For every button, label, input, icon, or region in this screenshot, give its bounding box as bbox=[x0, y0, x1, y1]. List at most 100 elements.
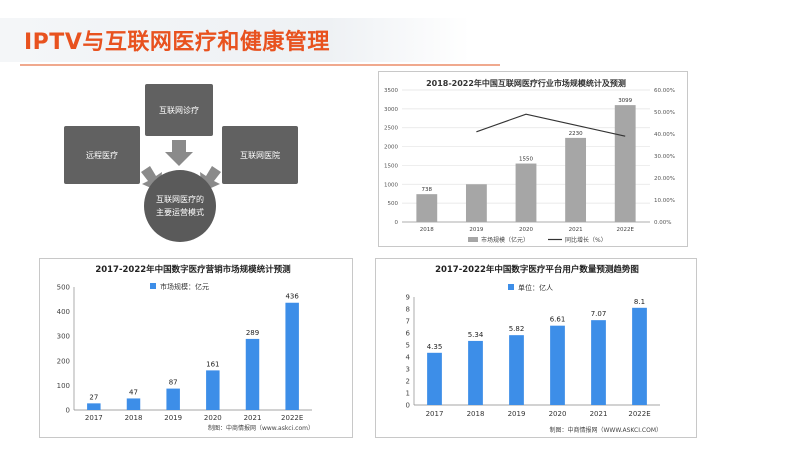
chart1-y-tick: 3000 bbox=[384, 107, 398, 113]
chart3-bar bbox=[591, 320, 606, 405]
chart1-data-label: 3099 bbox=[618, 98, 632, 104]
chart2-x-tick: 2017 bbox=[85, 414, 103, 422]
chart1-x-tick: 2019 bbox=[469, 227, 483, 233]
diagram-node-left: 远程医疗 bbox=[64, 126, 140, 184]
chart1-x-tick: 2021 bbox=[569, 227, 583, 233]
chart2-data-label: 161 bbox=[206, 360, 219, 368]
chart1-growth-line bbox=[476, 113, 626, 137]
chart2-data-label: 436 bbox=[285, 293, 299, 301]
diagram-center-line1: 互联网医疗的 bbox=[156, 195, 204, 204]
diagram-node-right-label: 互联网医院 bbox=[240, 150, 280, 160]
chart3-data-label: 5.82 bbox=[509, 325, 525, 333]
chart3-y-tick: 4 bbox=[406, 354, 411, 362]
chart1-y-tick: 0 bbox=[395, 220, 399, 226]
chart1-y2-tick: 60.00% bbox=[654, 88, 675, 94]
diagram-node-right: 互联网医院 bbox=[222, 126, 298, 184]
chart1-bar bbox=[465, 184, 487, 222]
chart2-source: 制图：中商情报网（www.askci.com） bbox=[208, 424, 314, 432]
arrow-down bbox=[165, 140, 193, 166]
chart1-x-tick: 2020 bbox=[519, 227, 533, 233]
chart2-legend-label: 市场规模：亿元 bbox=[160, 282, 209, 291]
chart2-bar bbox=[87, 403, 101, 410]
chart2-data-label: 47 bbox=[129, 388, 138, 396]
chart1-data-label: 738 bbox=[422, 187, 433, 193]
chart1-y-tick: 500 bbox=[388, 201, 399, 207]
chart1-y-tick: 1500 bbox=[384, 163, 398, 169]
chart1-y2-tick: 50.00% bbox=[654, 110, 675, 116]
chart3-data-label: 6.61 bbox=[550, 316, 566, 324]
chart3-legend-label: 单位：亿人 bbox=[518, 283, 553, 292]
chart2-data-label: 289 bbox=[246, 329, 259, 337]
chart3-x-tick: 2022E bbox=[628, 410, 650, 418]
chart3-y-tick: 5 bbox=[406, 342, 410, 350]
chart3-bar bbox=[468, 340, 483, 405]
diagram-node-left-label: 远程医疗 bbox=[86, 150, 118, 160]
diagram-center-line2: 主要运营模式 bbox=[156, 208, 204, 217]
chart1-y2-tick: 0.00% bbox=[654, 220, 671, 226]
chart2-x-tick: 2019 bbox=[164, 414, 182, 422]
chart3-bar bbox=[550, 325, 565, 405]
chart1-bar bbox=[614, 105, 636, 222]
chart1-y2-tick: 40.00% bbox=[654, 132, 675, 138]
chart3-data-label: 4.35 bbox=[427, 343, 443, 351]
chart1-x-tick: 2018 bbox=[420, 227, 434, 233]
chart1-legend-swatch-bar bbox=[468, 237, 478, 242]
chart3-y-tick: 1 bbox=[406, 390, 410, 398]
chart2-x-tick: 2022E bbox=[281, 414, 303, 422]
chart3-y-tick: 6 bbox=[406, 330, 411, 338]
chart2-y-tick: 300 bbox=[57, 333, 70, 341]
chart1-bar bbox=[565, 137, 587, 222]
chart2-bar bbox=[245, 338, 260, 410]
title-band bbox=[0, 18, 470, 62]
chart3-data-label: 7.07 bbox=[591, 310, 607, 318]
chart3-x-tick: 2019 bbox=[508, 410, 526, 418]
chart2-y-tick: 0 bbox=[66, 407, 70, 415]
title-underline bbox=[20, 64, 500, 66]
chart1-bar bbox=[416, 194, 438, 222]
chart3-x-tick: 2021 bbox=[590, 410, 608, 418]
chart3-x-tick: 2020 bbox=[549, 410, 567, 418]
chart1-y2-tick: 10.00% bbox=[654, 198, 675, 204]
chart2-data-label: 87 bbox=[169, 379, 178, 387]
chart1-y-tick: 3500 bbox=[384, 88, 398, 94]
chart1-title: 2018-2022年中国互联网医疗行业市场规模统计及预测 bbox=[426, 78, 626, 88]
chart2-bar bbox=[166, 388, 180, 410]
chart3-data-label: 5.34 bbox=[468, 331, 484, 339]
chart3-bar bbox=[632, 307, 647, 405]
chart2-data-label: 27 bbox=[89, 393, 98, 401]
chart3-data-label: 8.1 bbox=[634, 298, 645, 306]
chart2-x-tick: 2018 bbox=[125, 414, 143, 422]
chart1-y-tick: 2000 bbox=[384, 145, 398, 151]
chart2-y-tick: 200 bbox=[57, 357, 70, 365]
chart2-y-tick: 400 bbox=[57, 308, 70, 316]
chart3-y-tick: 3 bbox=[406, 366, 410, 374]
diagram-center-node: 互联网医疗的 主要运营模式 bbox=[144, 170, 216, 242]
chart3-source: 制图：中商情报网（WWW.ASKCI.COM） bbox=[550, 426, 663, 434]
page-title: IPTV与互联网医疗和健康管理 bbox=[24, 30, 330, 55]
chart3-y-tick: 7 bbox=[406, 318, 410, 326]
chart2-y-tick: 100 bbox=[57, 382, 70, 390]
chart3-y-tick: 9 bbox=[406, 294, 410, 302]
diagram-node-top-label: 互联网诊疗 bbox=[159, 105, 199, 115]
chart3-x-tick: 2017 bbox=[426, 410, 444, 418]
chart3-x-tick: 2018 bbox=[467, 410, 485, 418]
chart1-x-tick: 2022E bbox=[616, 227, 634, 233]
chart2-y-tick: 500 bbox=[57, 284, 70, 292]
chart1-data-label: 2230 bbox=[569, 131, 583, 137]
diagram-node-top: 互联网诊疗 bbox=[145, 84, 213, 136]
chart1-y2-tick: 30.00% bbox=[654, 154, 675, 160]
chart2-x-tick: 2021 bbox=[244, 414, 262, 422]
chart2-bar bbox=[206, 370, 220, 410]
chart2-x-tick: 2020 bbox=[204, 414, 222, 422]
chart1-legend-label-bar: 市场规模（亿元） bbox=[481, 236, 529, 244]
chart1-legend-label-line: 同比增长（%） bbox=[565, 236, 607, 244]
chart1-y2-tick: 20.00% bbox=[654, 176, 675, 182]
chart3-title: 2017-2022年中国数字医疗平台用户数量预测趋势图 bbox=[435, 264, 639, 275]
chart3-bar bbox=[427, 352, 442, 405]
chart3-legend-swatch bbox=[508, 284, 514, 290]
chart1-y-tick: 2500 bbox=[384, 126, 398, 132]
chart3-bar bbox=[509, 335, 524, 405]
chart2-bar bbox=[285, 302, 299, 410]
chart2-title: 2017-2022年中国数字医疗营销市场规模统计预测 bbox=[95, 264, 291, 275]
